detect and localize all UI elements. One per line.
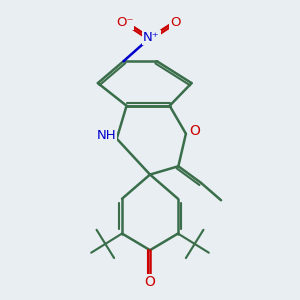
Text: O: O bbox=[189, 124, 200, 138]
Text: O: O bbox=[170, 16, 181, 29]
Text: O⁻: O⁻ bbox=[116, 16, 134, 29]
Text: N⁺: N⁺ bbox=[143, 31, 160, 44]
Text: NH: NH bbox=[96, 129, 116, 142]
Text: O: O bbox=[145, 275, 155, 289]
